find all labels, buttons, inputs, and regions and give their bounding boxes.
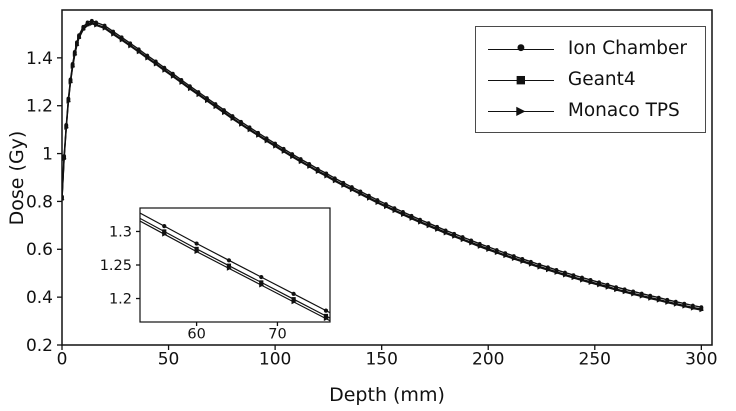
svg-text:300: 300 bbox=[685, 349, 717, 369]
line-sample: ▶ bbox=[487, 103, 554, 119]
svg-text:1.4: 1.4 bbox=[26, 49, 53, 69]
svg-text:1.25: 1.25 bbox=[100, 258, 132, 274]
legend-line bbox=[487, 48, 554, 50]
svg-text:60: 60 bbox=[187, 326, 205, 342]
svg-text:0.2: 0.2 bbox=[26, 336, 53, 356]
svg-text:50: 50 bbox=[158, 349, 180, 369]
y-axis-label: Dose (Gy) bbox=[6, 130, 28, 226]
legend-item-ion-chamber: ● Ion Chamber bbox=[487, 34, 687, 63]
x-axis-label: Depth (mm) bbox=[329, 384, 445, 406]
square-marker-icon: ■ bbox=[515, 72, 527, 86]
triangle-right-marker-icon: ▶ bbox=[516, 103, 526, 118]
svg-text:0.6: 0.6 bbox=[26, 240, 53, 260]
svg-text:200: 200 bbox=[472, 349, 504, 369]
svg-text:0.4: 0.4 bbox=[26, 288, 53, 308]
svg-text:1.2: 1.2 bbox=[26, 97, 53, 117]
legend-item-monaco-tps: ▶ Monaco TPS bbox=[487, 96, 687, 125]
legend-line bbox=[487, 110, 554, 112]
svg-text:0: 0 bbox=[57, 349, 68, 369]
line-sample: ● bbox=[487, 41, 554, 57]
line-sample: ■ bbox=[487, 72, 554, 88]
legend-label: Ion Chamber bbox=[567, 38, 687, 59]
legend-line bbox=[487, 79, 554, 81]
svg-text:0.8: 0.8 bbox=[26, 192, 53, 212]
svg-text:1.2: 1.2 bbox=[109, 292, 132, 308]
circle-marker-icon: ● bbox=[516, 42, 525, 53]
svg-text:250: 250 bbox=[579, 349, 611, 369]
svg-text:1: 1 bbox=[42, 145, 53, 165]
svg-text:150: 150 bbox=[365, 349, 397, 369]
chart-legend: ● Ion Chamber ■ Geant4 ▶ Monaco TPS bbox=[474, 26, 706, 133]
legend-label: Monaco TPS bbox=[567, 100, 680, 121]
legend-item-geant4: ■ Geant4 bbox=[487, 65, 687, 94]
svg-text:100: 100 bbox=[259, 349, 291, 369]
svg-text:1.3: 1.3 bbox=[109, 225, 132, 241]
legend-label: Geant4 bbox=[567, 69, 636, 90]
svg-text:70: 70 bbox=[268, 326, 286, 342]
